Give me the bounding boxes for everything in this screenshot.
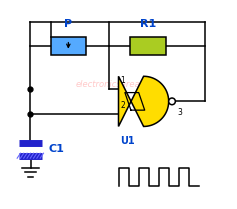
Text: 2: 2 <box>120 101 125 110</box>
Text: C1: C1 <box>49 144 64 154</box>
Text: R1: R1 <box>140 19 156 29</box>
Bar <box>130 37 165 55</box>
Circle shape <box>169 98 175 105</box>
Text: 1: 1 <box>120 76 125 85</box>
Text: U1: U1 <box>121 136 135 146</box>
Text: electronicsarea.com: electronicsarea.com <box>76 80 161 89</box>
Bar <box>50 37 86 55</box>
Text: P: P <box>64 19 72 29</box>
Polygon shape <box>118 76 169 126</box>
Text: 3: 3 <box>177 108 182 117</box>
